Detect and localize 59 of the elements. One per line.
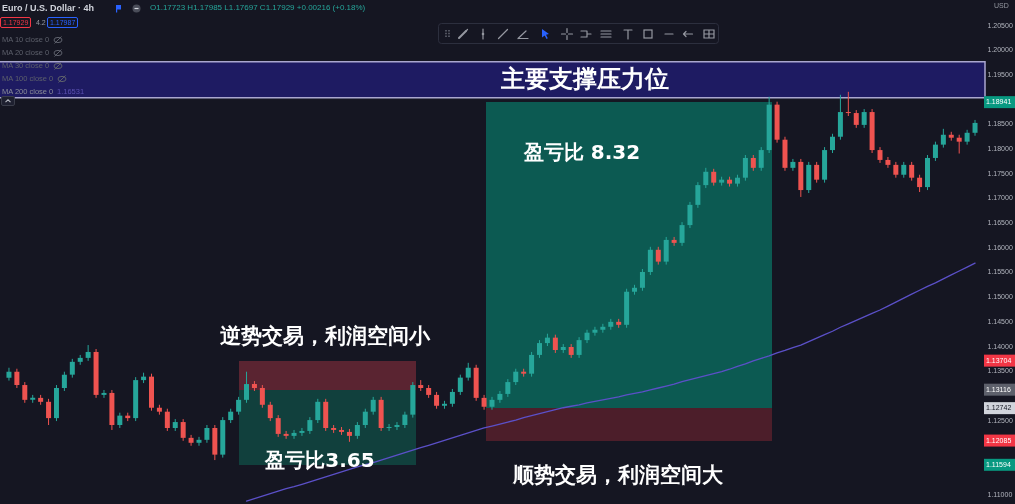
candlestick	[22, 381, 28, 404]
candlestick	[940, 128, 946, 149]
candlestick	[909, 161, 915, 182]
candlestick	[814, 161, 820, 184]
candlestick	[101, 389, 107, 399]
candlestick	[497, 390, 503, 404]
candlestick	[188, 434, 194, 447]
candlestick	[196, 436, 202, 447]
candlestick	[386, 423, 392, 432]
candlestick	[932, 141, 938, 162]
candlestick	[244, 371, 250, 404]
candlestick	[164, 408, 170, 432]
candlestick	[679, 221, 685, 247]
candlestick	[362, 408, 368, 429]
candlestick	[267, 401, 273, 422]
candlestick	[394, 421, 400, 431]
candlestick	[956, 134, 962, 155]
annotation: 顺势交易，利润空间大	[512, 463, 724, 487]
candlestick	[457, 374, 463, 396]
candlestick	[14, 368, 20, 389]
annotation: 盈亏比 8.32	[522, 140, 641, 164]
candlestick	[885, 156, 891, 169]
candlestick	[529, 351, 535, 378]
candlestick	[703, 167, 709, 189]
annotation: 盈亏比3.65	[264, 448, 375, 472]
candlestick	[584, 329, 590, 344]
candlestick	[69, 358, 75, 379]
annotation: O1.17723 H1.17985 L1.17697 C1.17929 +0.00216 (+0.18%)	[150, 3, 366, 12]
candlestick	[600, 323, 606, 334]
candlestick	[639, 268, 645, 292]
candlestick	[742, 154, 748, 182]
candlestick	[592, 326, 598, 337]
candlestick	[283, 430, 289, 440]
candlestick	[6, 367, 12, 382]
chart-title: Euro / U.S. Dollar · 4h	[2, 3, 95, 13]
candlestick	[790, 158, 796, 172]
candlestick	[46, 398, 52, 426]
candlestick	[489, 396, 495, 411]
candlestick	[315, 398, 321, 424]
candlestick	[830, 133, 835, 154]
candlestick	[671, 236, 677, 247]
band-label: 主要支撑压力位	[500, 64, 669, 93]
annotation: 逆势交易，利润空间小	[220, 324, 431, 348]
candlestick	[275, 414, 281, 438]
candlestick	[180, 418, 186, 442]
candlestick	[576, 336, 582, 359]
candlestick	[663, 236, 669, 266]
candlestick	[291, 429, 297, 440]
candlestick	[552, 334, 558, 354]
candlestick	[845, 91, 851, 117]
candlestick	[85, 344, 91, 362]
candlestick	[687, 201, 693, 229]
candlestick	[61, 371, 67, 392]
candlestick	[647, 246, 653, 276]
candlestick	[299, 427, 305, 437]
candlestick	[695, 181, 701, 209]
candlestick	[259, 384, 265, 409]
candlestick	[758, 146, 764, 172]
candlestick	[861, 108, 867, 129]
